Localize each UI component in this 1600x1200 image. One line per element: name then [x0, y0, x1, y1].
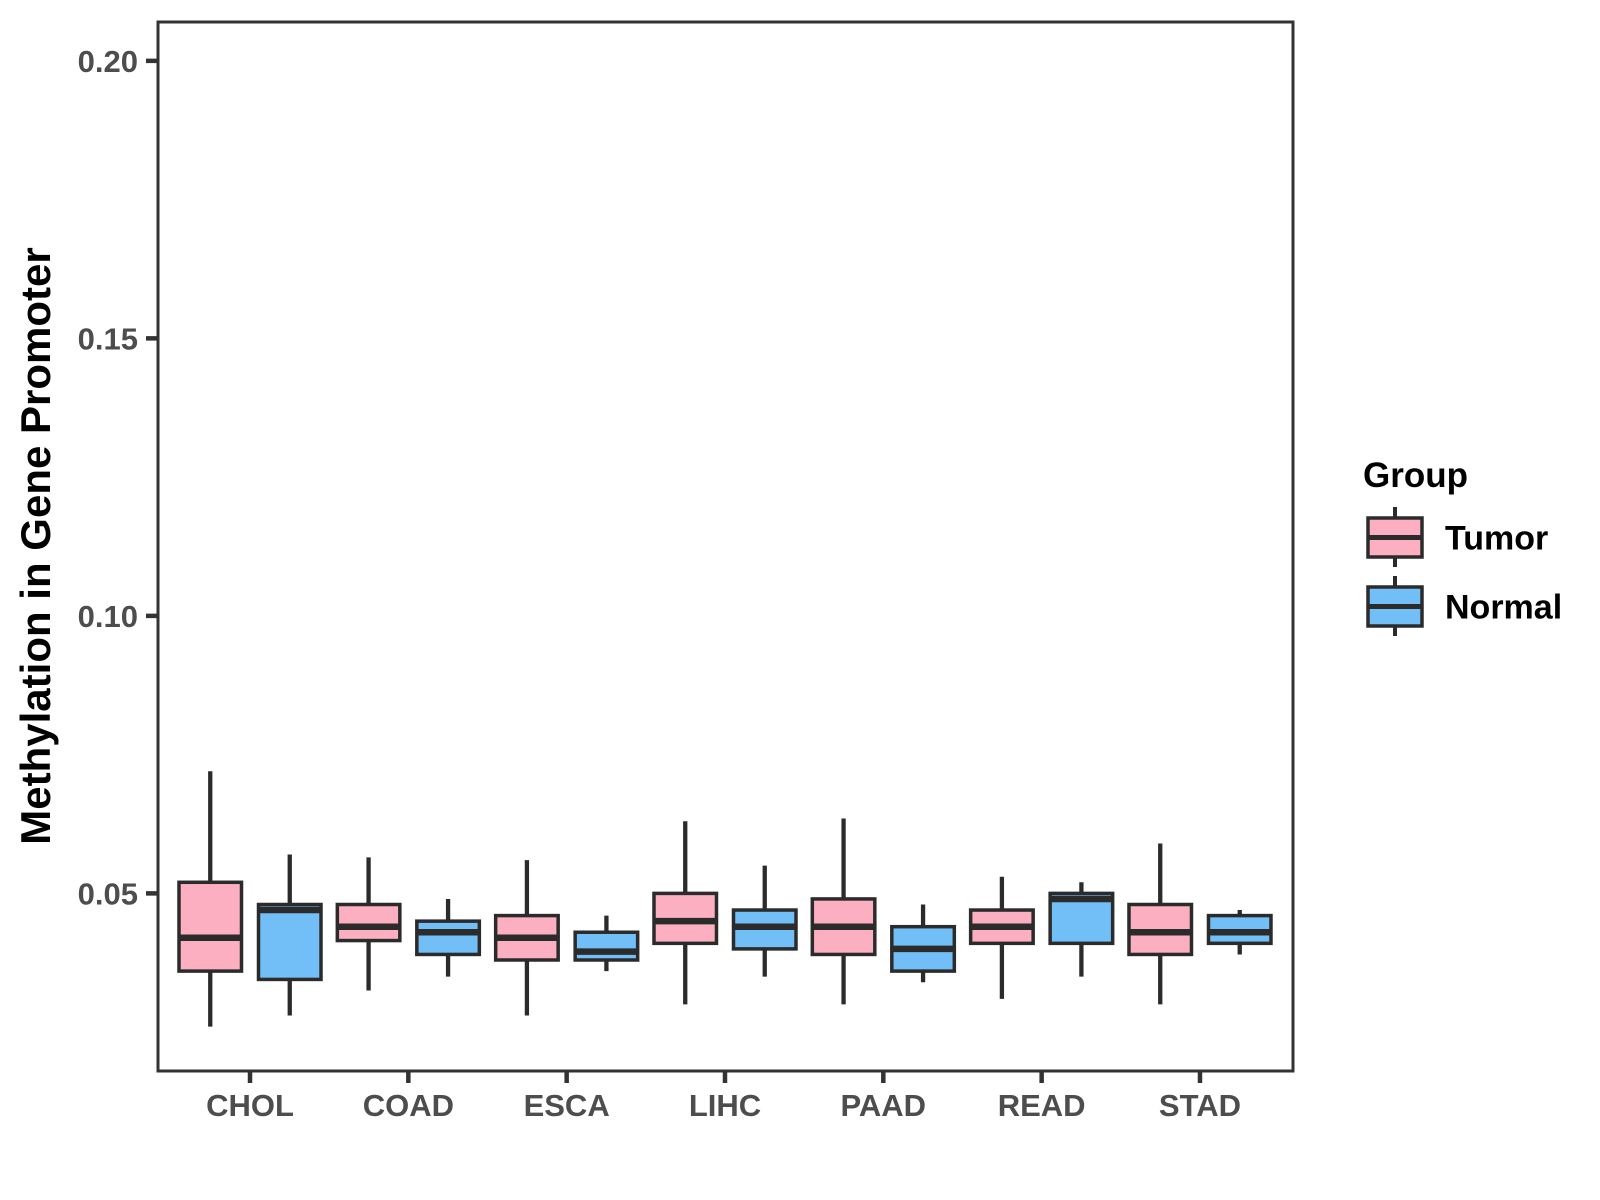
iqr-box: [415, 919, 482, 957]
y-axis-title: Methylation in Gene Promoter: [12, 247, 59, 844]
box-coad-normal: [415, 898, 482, 977]
box-read-tumor: [968, 876, 1035, 999]
legend-key-tumor: [1366, 507, 1424, 567]
legend: Group Tumor Normal: [1363, 456, 1562, 636]
x-axis-tick-label-coad: COAD: [363, 1088, 454, 1123]
x-axis-tick-label-lihc: LIHC: [689, 1088, 761, 1123]
y-axis-tick-label: 0.15: [78, 321, 138, 356]
iqr-box: [573, 930, 640, 962]
box-lihc-tumor: [652, 821, 719, 1005]
y-axis-tick-label: 0.20: [78, 44, 138, 79]
legend-title: Group: [1363, 456, 1468, 495]
box-coad-tumor: [335, 857, 402, 991]
legend-key-normal: [1366, 576, 1424, 636]
series-normal: [256, 854, 1273, 1016]
y-axis: 0.05 0.10 0.15 0.20: [78, 44, 158, 911]
box-chol-normal: [256, 854, 323, 1016]
box-paad-normal: [890, 904, 957, 983]
iqr-box: [335, 902, 402, 943]
series-tumor: [177, 771, 1194, 1027]
box-read-normal: [1048, 882, 1115, 977]
box-chol-tumor: [177, 771, 244, 1027]
y-axis-tick-label: 0.10: [78, 599, 138, 634]
box-paad-tumor: [810, 818, 877, 1005]
legend-label-tumor: Tumor: [1445, 520, 1548, 558]
x-axis-tick-label-stad: STAD: [1159, 1088, 1241, 1123]
x-axis-tick-label-chol: CHOL: [206, 1088, 294, 1123]
box-esca-tumor: [493, 860, 560, 1016]
y-axis-tick-label: 0.05: [78, 876, 138, 911]
box-stad-normal: [1206, 910, 1273, 955]
iqr-box: [256, 902, 323, 982]
box-esca-normal: [573, 915, 640, 972]
iqr-box: [177, 880, 244, 973]
box-stad-tumor: [1127, 843, 1194, 1005]
x-axis-tick-label-paad: PAAD: [841, 1088, 927, 1123]
x-axis-tick-label-read: READ: [998, 1088, 1086, 1123]
legend-label-normal: Normal: [1445, 589, 1562, 627]
x-axis: CHOL COAD ESCA LIHC PAAD READ STAD: [206, 1071, 1241, 1123]
box-lihc-normal: [731, 865, 798, 977]
x-axis-tick-label-esca: ESCA: [524, 1088, 610, 1123]
